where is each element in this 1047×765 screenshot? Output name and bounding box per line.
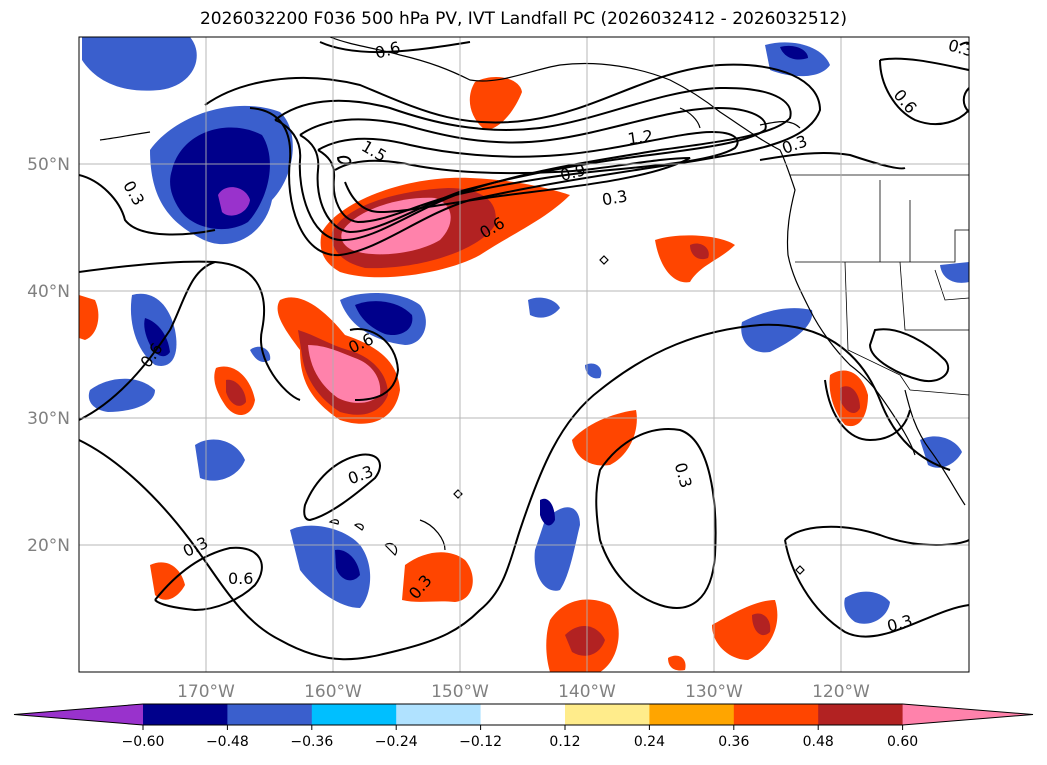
colorbar-tick-label: 0.12 — [549, 734, 580, 750]
longitude-labels: 170°W 160°W 150°W 140°W 130°W 120°W — [177, 682, 870, 702]
lat-label-20n: 20°N — [27, 536, 70, 556]
colorbar-tick-label: −0.24 — [375, 734, 418, 750]
colorbar-segment — [733, 704, 819, 725]
map-frame — [78, 36, 970, 673]
colorbar-tick-label: 0.60 — [887, 734, 918, 750]
colorbar-tick-label: −0.36 — [290, 734, 333, 750]
pv-anomaly-fills — [79, 37, 969, 672]
latitude-labels: 50°N 40°N 30°N 20°N — [27, 155, 70, 556]
islands — [328, 255, 805, 575]
contour-label: 0.3 — [600, 186, 628, 209]
colorbar-segment — [565, 704, 650, 725]
colorbar-tick-label: 0.36 — [718, 734, 749, 750]
colorbar-segment — [143, 704, 228, 725]
contour-label: 1.2 — [626, 126, 654, 148]
lon-label-140w: 140°W — [558, 682, 616, 702]
colorbar-tick-label: −0.12 — [459, 734, 502, 750]
colorbar-extend-low — [14, 704, 143, 725]
state-borders — [790, 174, 969, 396]
coastlines — [99, 37, 966, 551]
colorbar-segment — [818, 704, 904, 725]
colorbar-segment — [311, 704, 397, 725]
lon-label-160w: 160°W — [304, 682, 362, 702]
lat-label-30n: 30°N — [27, 409, 70, 429]
colorbar-segment — [396, 704, 482, 725]
colorbar-segment — [480, 704, 566, 725]
colorbar-segment — [649, 704, 735, 725]
colorbar-tick-label: −0.60 — [122, 734, 165, 750]
contour-label: 0.6 — [228, 569, 253, 588]
colorbar-segment — [227, 704, 313, 725]
map-panel: 0.6 0.6 1.5 1.2 0.9 0.3 0.3 0.6 0.6 0.3 … — [79, 36, 976, 672]
colorbar: −0.60 −0.48 −0.36 −0.24 −0.12 0.12 0.24 0.36 0.4… — [13, 703, 1034, 750]
pv-contours — [79, 41, 969, 661]
lon-label-130w: 130°W — [685, 682, 743, 702]
map-title: 2026032200 F036 500 hPa PV, IVT Landfall… — [199, 9, 847, 29]
lon-label-170w: 170°W — [177, 682, 235, 702]
lat-label-50n: 50°N — [27, 155, 70, 175]
colorbar-tick-label: −0.48 — [206, 734, 249, 750]
contour-label: 0.3 — [946, 36, 976, 61]
colorbar-tick-label: 0.24 — [634, 734, 665, 750]
lat-label-40n: 40°N — [27, 282, 70, 302]
colorbar-extend-high — [902, 704, 1033, 725]
colorbar-tick-label: 0.48 — [803, 734, 834, 750]
gridlines — [79, 37, 969, 672]
lon-label-150w: 150°W — [431, 682, 489, 702]
lon-label-120w: 120°W — [812, 682, 870, 702]
